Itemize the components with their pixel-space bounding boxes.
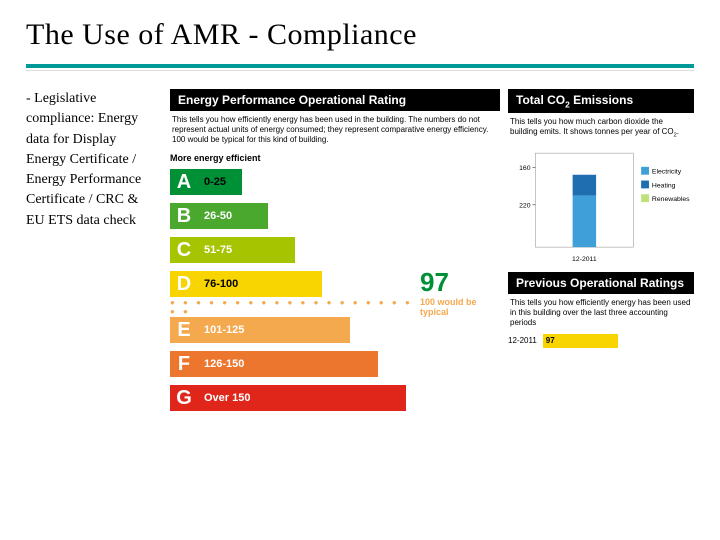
- band-range: 76-100: [198, 278, 238, 290]
- band-range: 126-150: [198, 358, 244, 370]
- rating-band: C51-75: [170, 235, 500, 265]
- svg-text:12-2011: 12-2011: [572, 256, 597, 263]
- co2-panel: Total CO2 Emissions This tells you how m…: [508, 89, 694, 266]
- svg-text:220: 220: [519, 203, 531, 210]
- svg-text:160: 160: [519, 165, 531, 172]
- band-letter: A: [170, 171, 198, 194]
- rating-header: Energy Performance Operational Rating: [170, 89, 500, 111]
- divider: [26, 64, 694, 71]
- rating-band: D76-100 97: [170, 269, 500, 299]
- band-range: 26-50: [198, 210, 232, 222]
- co2-chart: 160 220 12-2011 Electricity Heating Renewable…: [508, 146, 694, 266]
- rating-band: F126-150: [170, 349, 500, 379]
- previous-row-bar: 97: [543, 334, 619, 348]
- co2-subtext: This tells you how much carbon dioxide t…: [508, 113, 694, 146]
- sidebar-text: - Legislative compliance: Energy data fo…: [26, 89, 156, 417]
- band-letter: G: [170, 387, 198, 410]
- co2-header: Total CO2 Emissions: [508, 89, 694, 113]
- rating-score: 97: [420, 267, 449, 298]
- rating-band: E101-125: [170, 315, 500, 345]
- previous-header: Previous Operational Ratings: [508, 272, 694, 294]
- band-range: 0-25: [198, 176, 226, 188]
- band-range: Over 150: [198, 392, 250, 404]
- rating-subtext: This tells you how efficiently energy ha…: [170, 111, 500, 151]
- band-letter: C: [170, 239, 198, 262]
- efficiency-label: More energy efficient: [170, 153, 500, 163]
- typical-marker: ● ● ● ● ● ● ● ● ● ● ● ● ● ● ● ● ● ● ● ● …: [170, 301, 500, 313]
- band-letter: F: [170, 353, 198, 376]
- rating-bands: A0-25 B26-50 C51-75 D76-100 97 ● ● ● ● ● ● ● …: [170, 167, 500, 413]
- svg-text:Heating: Heating: [652, 182, 676, 189]
- band-letter: B: [170, 205, 198, 228]
- previous-panel: Previous Operational Ratings This tells …: [508, 272, 694, 348]
- band-letter: D: [170, 273, 198, 296]
- previous-rows: 12-2011 97: [508, 334, 694, 348]
- rating-band: B26-50: [170, 201, 500, 231]
- page-title: The Use of AMR - Compliance: [26, 18, 694, 52]
- previous-row-label: 12-2011: [508, 336, 537, 345]
- band-letter: E: [170, 319, 198, 342]
- rating-band: A0-25: [170, 167, 500, 197]
- rating-band: GOver 150: [170, 383, 500, 413]
- rating-panel: Energy Performance Operational Rating Th…: [170, 89, 500, 417]
- band-range: 101-125: [198, 324, 244, 336]
- previous-row: 12-2011 97: [508, 334, 694, 348]
- band-range: 51-75: [198, 244, 232, 256]
- previous-subtext: This tells you how efficiently energy ha…: [508, 294, 694, 334]
- svg-text:Renewables: Renewables: [652, 196, 690, 203]
- svg-text:Electricity: Electricity: [652, 169, 682, 176]
